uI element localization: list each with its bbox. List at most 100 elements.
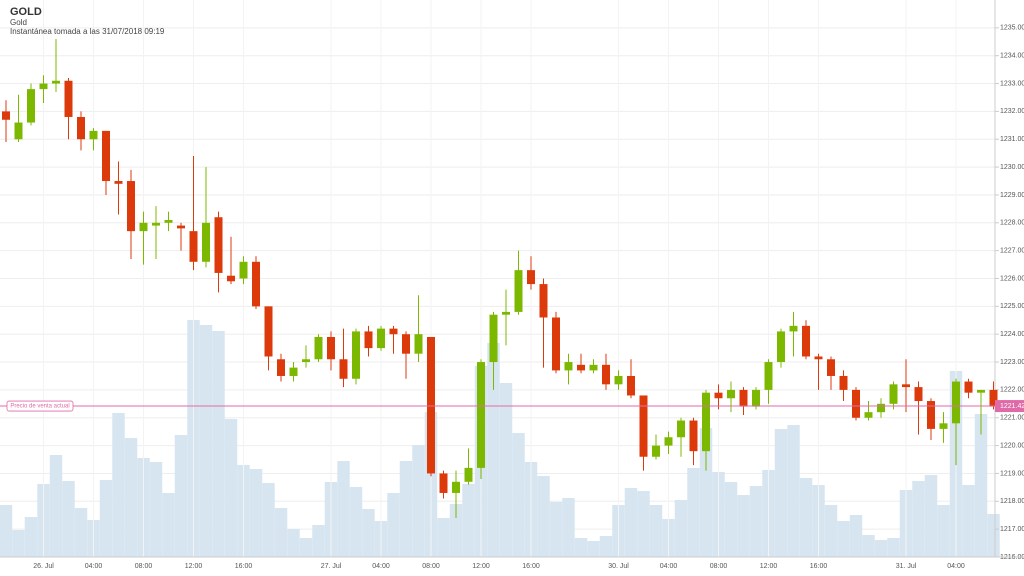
- candle-body: [102, 130, 110, 182]
- volume-bar: [74, 508, 88, 557]
- candle-body: [52, 80, 60, 84]
- candle-body: [564, 362, 573, 371]
- x-tick-label: 08:00: [422, 563, 440, 570]
- candle-body: [364, 331, 373, 349]
- candle-body: [27, 89, 35, 123]
- volume-bar: [962, 485, 975, 557]
- candle-body: [277, 359, 285, 376]
- candle-body: [389, 328, 398, 335]
- candle-body: [702, 392, 710, 452]
- candle-body: [14, 122, 23, 140]
- y-tick-label: 1222.00: [1000, 387, 1024, 394]
- volume-bar: [174, 435, 188, 557]
- volume-bar: [512, 433, 525, 557]
- candle-body: [689, 420, 698, 452]
- candle-body: [177, 225, 185, 229]
- volume-bar: [699, 428, 713, 557]
- candle-body: [927, 401, 935, 429]
- candle-body: [227, 275, 235, 282]
- volume-bar: [824, 505, 838, 557]
- current-price-tag-box: [6, 400, 74, 412]
- volume-bar: [62, 481, 75, 557]
- y-tick-label: 1221.00: [1000, 415, 1024, 422]
- volume-bar: [624, 488, 638, 557]
- candle-body: [977, 389, 985, 393]
- candle-body: [577, 364, 585, 371]
- x-tick-label: 04:00: [372, 563, 390, 570]
- volume-bar: [49, 455, 63, 557]
- volume-bar: [787, 425, 800, 557]
- volume-bar: [737, 495, 750, 557]
- x-tick-label: 04:00: [85, 563, 103, 570]
- candle-body: [677, 420, 685, 438]
- x-tick-label: 12:00: [472, 563, 490, 570]
- candle-body: [614, 375, 623, 385]
- volume-bar: [462, 484, 475, 557]
- volume-bar: [774, 429, 788, 557]
- x-tick-label: 08:00: [135, 563, 153, 570]
- volume-bar: [224, 419, 238, 557]
- candle-body: [89, 130, 98, 140]
- volume-bar: [924, 475, 938, 557]
- candle-body: [402, 334, 410, 354]
- candle-body: [139, 222, 148, 232]
- volume-bar: [124, 438, 138, 557]
- y-tick-label: 1235.00: [1000, 25, 1024, 32]
- x-tick-label: 31. Jul: [896, 563, 917, 570]
- volume-bar: [874, 540, 888, 557]
- y-tick-label: 1219.00: [1000, 470, 1024, 477]
- volume-bar: [274, 508, 288, 557]
- candle-body: [939, 423, 948, 429]
- volume-bar: [849, 515, 863, 557]
- volume-bar: [412, 445, 425, 557]
- y-tick-label: 1223.00: [1000, 359, 1024, 366]
- candle-body: [589, 364, 598, 371]
- candle-body: [477, 362, 485, 468]
- y-tick-label: 1218.00: [1000, 498, 1024, 505]
- y-tick-label: 1232.00: [1000, 108, 1024, 115]
- candle-body: [314, 336, 323, 360]
- candle-body: [952, 381, 960, 424]
- current-price-value-box: [995, 400, 1024, 413]
- volume-bar: [599, 536, 613, 557]
- candle-body: [352, 331, 360, 379]
- current-price-value: 1221.42: [1000, 403, 1024, 410]
- volume-bar: [974, 414, 988, 557]
- candle-body: [914, 387, 923, 402]
- candle-body: [202, 222, 210, 262]
- volume-bar: [637, 491, 650, 557]
- candle-body: [327, 336, 335, 360]
- candle-body: [752, 389, 760, 407]
- candle-body: [2, 111, 10, 120]
- volume-bar: [837, 521, 850, 557]
- y-tick-label: 1220.00: [1000, 442, 1024, 449]
- candle-body: [827, 359, 835, 376]
- volume-bar: [687, 468, 700, 557]
- candle-body: [639, 395, 648, 457]
- volume-bar: [449, 504, 463, 557]
- y-tick-label: 1228.00: [1000, 220, 1024, 227]
- y-tick-label: 1224.00: [1000, 331, 1024, 338]
- candle-body: [152, 222, 160, 226]
- volume-bar: [537, 476, 550, 557]
- x-tick-label: 26. Jul: [33, 563, 54, 570]
- y-tick-label: 1217.00: [1000, 526, 1024, 533]
- volume-bar: [499, 383, 513, 557]
- candle-body: [439, 473, 448, 493]
- candle-body: [464, 467, 473, 482]
- candle-body: [814, 356, 823, 360]
- volume-bar: [162, 493, 175, 557]
- candle-body: [214, 217, 223, 273]
- candle-body: [127, 181, 135, 232]
- volume-bar: [12, 530, 25, 557]
- volume-bar: [299, 538, 313, 557]
- volume-bar: [249, 469, 263, 557]
- volume-bar: [862, 535, 875, 557]
- volume-bar: [562, 498, 575, 557]
- candle-body: [727, 389, 735, 399]
- candle-body: [302, 359, 310, 363]
- candle-body: [739, 389, 748, 407]
- candle-body: [964, 381, 973, 393]
- chart-subtitle: Gold: [10, 18, 27, 27]
- volume-bar: [587, 541, 600, 557]
